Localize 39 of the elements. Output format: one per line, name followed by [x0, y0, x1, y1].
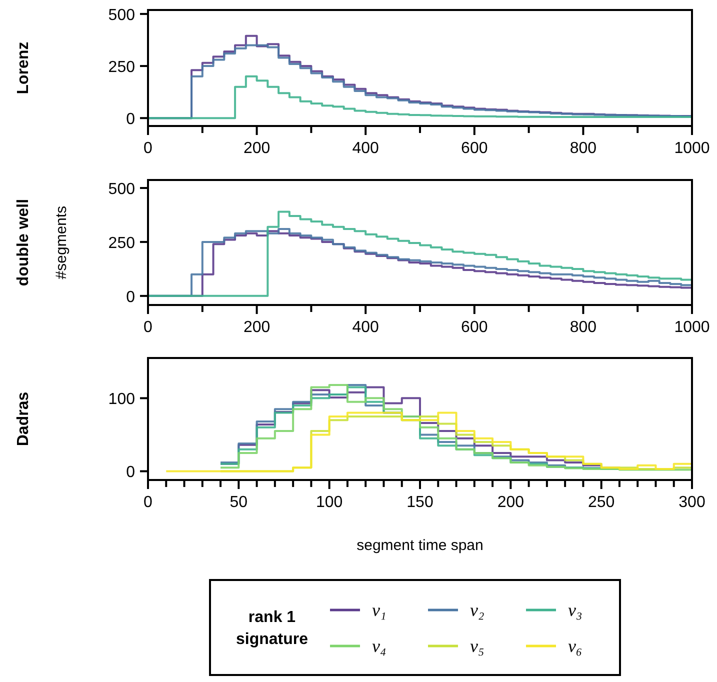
- x-tick-label: 400: [352, 140, 380, 157]
- legend-label: v₄: [372, 636, 386, 656]
- x-tick-label: 0: [144, 140, 153, 157]
- y-tick-label: 500: [108, 180, 136, 198]
- x-axis-title: segment time span: [356, 537, 484, 554]
- legend-label: v₃: [568, 600, 582, 620]
- y-tick-label: 0: [126, 111, 136, 128]
- x-tick-label: 1000: [674, 140, 710, 157]
- x-tick-label: 250: [588, 494, 615, 511]
- x-tick-label: 800: [570, 319, 597, 336]
- x-tick-label: 1000: [674, 319, 710, 336]
- legend-label: v₂: [470, 600, 484, 620]
- x-tick-label: 150: [406, 494, 434, 511]
- y-tick-label: 250: [108, 59, 136, 76]
- x-tick-label: 0: [144, 319, 153, 336]
- y-axis-title: #segments: [53, 206, 70, 280]
- x-tick-label: 100: [316, 494, 343, 511]
- legend-title: rank 1 signature: [236, 609, 308, 648]
- x-tick-label: 200: [243, 140, 270, 157]
- text: double well: [15, 198, 32, 286]
- y-tick-label: 250: [108, 234, 136, 252]
- legend-label: v₆: [568, 636, 582, 656]
- y-tick-label: 0: [126, 288, 136, 306]
- x-tick-label: 600: [461, 140, 488, 157]
- legend-label: v₁: [372, 600, 386, 620]
- x-tick-label: 200: [243, 319, 270, 336]
- text: Lorenz: [15, 42, 32, 94]
- x-tick-label: 400: [352, 319, 380, 336]
- x-tick-label: 600: [461, 319, 488, 336]
- y-tick-label: 500: [108, 6, 136, 24]
- y-tick-label: 0: [126, 464, 136, 482]
- x-tick-label: 0: [144, 494, 153, 511]
- text: Dadras: [15, 392, 32, 446]
- x-tick-label: 50: [230, 494, 248, 511]
- x-tick-label: 200: [497, 494, 524, 511]
- legend-label: v₅: [470, 636, 484, 656]
- x-tick-label: 300: [678, 494, 706, 511]
- x-tick-label: 800: [570, 140, 597, 157]
- y-tick-label: 100: [108, 391, 136, 408]
